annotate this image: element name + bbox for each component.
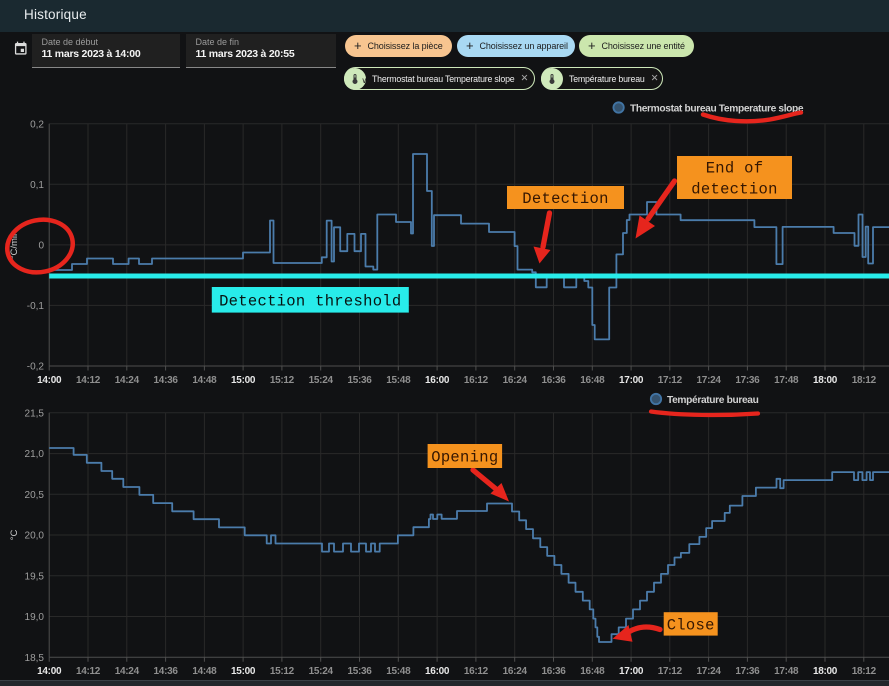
svg-text:16:48: 16:48 xyxy=(580,666,605,677)
svg-text:17:24: 17:24 xyxy=(697,666,722,677)
svg-text:14:48: 14:48 xyxy=(192,666,217,677)
svg-text:-0,2: -0,2 xyxy=(27,362,45,373)
svg-text:Detection: Detection xyxy=(522,190,608,208)
svg-text:14:12: 14:12 xyxy=(76,666,101,677)
svg-text:17:48: 17:48 xyxy=(774,666,799,677)
svg-text:14:24: 14:24 xyxy=(115,375,140,386)
svg-text:14:36: 14:36 xyxy=(154,666,179,677)
svg-text:Opening: Opening xyxy=(431,449,498,467)
svg-text:detection: detection xyxy=(691,181,777,199)
svg-text:20,0: 20,0 xyxy=(25,531,45,542)
svg-text:17:12: 17:12 xyxy=(658,375,683,386)
svg-text:15:12: 15:12 xyxy=(270,666,295,677)
svg-text:17:36: 17:36 xyxy=(735,666,760,677)
svg-text:15:24: 15:24 xyxy=(309,666,334,677)
svg-text:18:12: 18:12 xyxy=(852,666,877,677)
svg-text:19,0: 19,0 xyxy=(25,612,45,623)
svg-text:0,1: 0,1 xyxy=(30,180,44,191)
svg-text:15:36: 15:36 xyxy=(347,375,372,386)
svg-text:17:36: 17:36 xyxy=(735,375,760,386)
svg-text:Detection threshold: Detection threshold xyxy=(219,292,401,310)
svg-text:19,5: 19,5 xyxy=(25,571,45,582)
svg-text:16:12: 16:12 xyxy=(464,666,489,677)
svg-text:18:00: 18:00 xyxy=(813,375,838,386)
svg-text:17:00: 17:00 xyxy=(619,375,644,386)
svg-text:15:48: 15:48 xyxy=(386,666,411,677)
svg-text:21,5: 21,5 xyxy=(25,408,45,419)
svg-text:15:00: 15:00 xyxy=(231,375,256,386)
svg-text:14:12: 14:12 xyxy=(76,375,101,386)
svg-text:14:00: 14:00 xyxy=(37,375,62,386)
svg-text:16:12: 16:12 xyxy=(464,375,489,386)
svg-text:16:00: 16:00 xyxy=(425,375,450,386)
svg-text:°C/min: °C/min xyxy=(9,231,20,260)
svg-text:16:48: 16:48 xyxy=(580,375,605,386)
svg-text:0,2: 0,2 xyxy=(30,119,44,130)
svg-text:15:36: 15:36 xyxy=(347,666,372,677)
svg-text:End of: End of xyxy=(706,160,764,178)
svg-text:20,5: 20,5 xyxy=(25,490,45,501)
svg-text:17:24: 17:24 xyxy=(697,375,722,386)
svg-text:15:00: 15:00 xyxy=(231,666,256,677)
svg-text:16:24: 16:24 xyxy=(503,375,528,386)
svg-text:0: 0 xyxy=(38,240,44,251)
svg-text:Thermostat bureau Temperature: Thermostat bureau Temperature slope xyxy=(630,104,804,115)
svg-text:15:48: 15:48 xyxy=(386,375,411,386)
svg-text:14:00: 14:00 xyxy=(37,666,62,677)
svg-text:15:12: 15:12 xyxy=(270,375,295,386)
svg-text:16:36: 16:36 xyxy=(541,666,566,677)
svg-text:Close: Close xyxy=(667,617,715,635)
svg-text:Température bureau: Température bureau xyxy=(667,395,759,406)
svg-text:17:48: 17:48 xyxy=(774,375,799,386)
svg-text:14:36: 14:36 xyxy=(154,375,179,386)
svg-text:18,5: 18,5 xyxy=(25,653,45,664)
svg-text:18:00: 18:00 xyxy=(813,666,838,677)
svg-text:17:12: 17:12 xyxy=(658,666,683,677)
svg-text:14:24: 14:24 xyxy=(115,666,140,677)
svg-text:17:00: 17:00 xyxy=(619,666,644,677)
svg-text:21,0: 21,0 xyxy=(25,449,45,460)
svg-text:-0,1: -0,1 xyxy=(27,301,45,312)
svg-text:16:36: 16:36 xyxy=(541,375,566,386)
svg-text:°C: °C xyxy=(9,530,20,541)
svg-text:18:12: 18:12 xyxy=(852,375,877,386)
svg-text:14:48: 14:48 xyxy=(192,375,217,386)
svg-text:15:24: 15:24 xyxy=(309,375,334,386)
svg-text:16:24: 16:24 xyxy=(503,666,528,677)
svg-text:16:00: 16:00 xyxy=(425,666,450,677)
